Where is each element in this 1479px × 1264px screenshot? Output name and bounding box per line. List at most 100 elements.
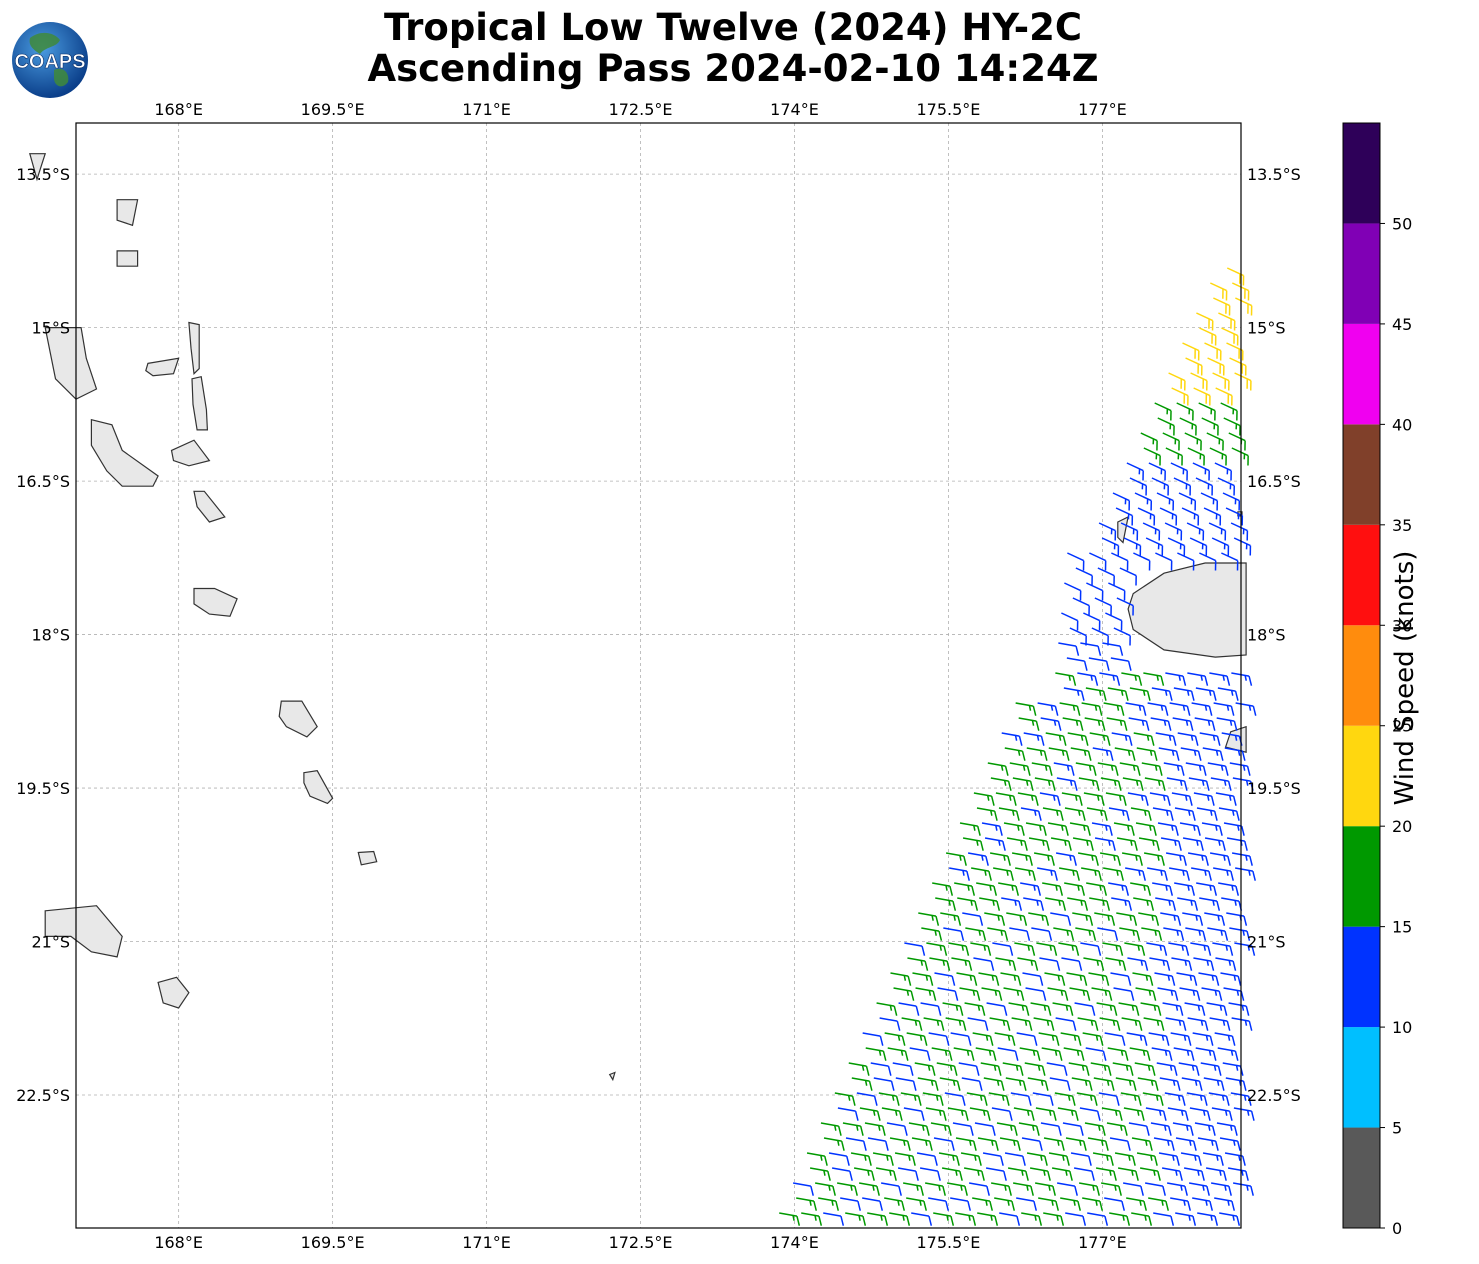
barb-shaft [1039,792,1058,797]
barb-shaft [995,957,1014,962]
wind-barb [1134,492,1153,511]
barb-flag [1221,915,1226,926]
wind-barb [1129,477,1147,496]
wind-barb [1097,927,1119,941]
barb-shaft [1204,837,1223,842]
wind-barb [1063,687,1085,701]
wind-barb [1199,897,1221,911]
barb-half-flag [1080,735,1084,741]
barb-flag [975,1065,980,1076]
barb-flag [1181,1095,1186,1106]
barb-shaft [1187,852,1206,857]
wind-barb [1199,327,1217,346]
wind-barb [1051,1167,1073,1181]
barb-flag [813,1200,818,1211]
wind-barb [1034,777,1056,791]
colorbar-tick-label: 5 [1392,1119,1402,1138]
barb-half-flag [1048,1185,1051,1191]
barb-flag [1100,960,1105,971]
barb-half-flag [1099,885,1102,891]
barb-shaft [845,1137,864,1142]
barb-half-flag [1047,780,1051,786]
wind-barb [1043,1212,1065,1226]
barb-shaft [1235,297,1253,307]
barb-shaft [895,1077,914,1082]
barb-flag [1077,1035,1082,1046]
barb-shaft [1149,957,1168,962]
wind-barb [1171,792,1193,806]
barb-shaft [1189,1107,1208,1112]
barb-flag [1081,885,1086,896]
barb-half-flag [1150,1155,1153,1161]
barb-flag [1073,780,1078,791]
barb-shaft [1234,942,1253,947]
barb-shaft [1017,792,1036,797]
barb-flag [1151,1065,1156,1076]
longitude-tick-label-top: 171°E [462,100,511,119]
wind-barb [1229,927,1251,941]
wind-barb [1099,672,1121,686]
barb-shaft [1220,972,1239,977]
barb-half-flag [886,1155,889,1161]
barb-shaft [1184,1002,1203,1007]
barb-half-flag [1246,1110,1250,1116]
barb-half-flag [925,975,929,981]
wind-barb [937,987,959,1001]
barb-flag [1188,795,1193,806]
wind-barb [1198,972,1220,986]
barb-half-flag [1050,870,1053,876]
barb-flag [1236,335,1239,346]
barb-shaft [1047,822,1066,827]
barb-half-flag [1076,1050,1080,1056]
wind-barb [1115,507,1134,526]
wind-barb [1017,957,1039,971]
barb-shaft [1006,912,1025,917]
barb-flag [1058,1050,1063,1061]
barb-shaft [1162,432,1180,442]
wind-barb [1062,1122,1084,1136]
barb-half-flag [1124,900,1127,906]
colorbar-tick-label: 25 [1392,717,1412,736]
barb-half-flag [1234,735,1238,741]
wind-barb [962,912,984,926]
barb-shaft [925,1182,943,1187]
barb-shaft [1058,942,1077,947]
barb-half-flag [1228,960,1232,966]
barb-shaft [1047,987,1066,992]
island-efate [193,587,238,617]
barb-half-flag [1212,498,1215,505]
barb-flag [1101,720,1106,731]
barb-flag [989,1035,994,1046]
wind-barb [1055,672,1077,686]
wind-barb [1138,837,1160,851]
barb-shaft [1090,1062,1109,1067]
barb-half-flag [1119,720,1123,726]
wind-barb [959,822,981,836]
wind-barb [1195,477,1213,496]
wind-barb [1115,1077,1137,1091]
barb-half-flag [1176,528,1179,535]
barb-flag [1164,470,1166,481]
barb-flag [991,1125,996,1136]
barb-flag [1214,410,1216,421]
barb-shaft [1026,747,1045,752]
barb-shaft [1138,837,1157,842]
barb-shaft [1172,717,1191,722]
barb-half-flag [936,1020,940,1026]
barb-shaft [1034,777,1053,782]
barb-half-flag [967,885,970,891]
barb-flag [1030,1185,1034,1196]
barb-flag [1021,750,1026,761]
barb-shaft [1143,447,1161,457]
wind-barb [1093,1077,1115,1091]
barb-shaft [991,1182,1009,1187]
barb-flag [923,1035,928,1046]
barb-half-flag [934,930,937,936]
barb-flag [1170,1215,1175,1226]
barb-flag [1096,1110,1101,1121]
barb-half-flag [1227,1035,1231,1041]
barb-flag [1234,1050,1239,1061]
barb-flag [1173,1065,1178,1076]
wind-barb [890,972,912,986]
barb-shaft [864,1122,883,1127]
